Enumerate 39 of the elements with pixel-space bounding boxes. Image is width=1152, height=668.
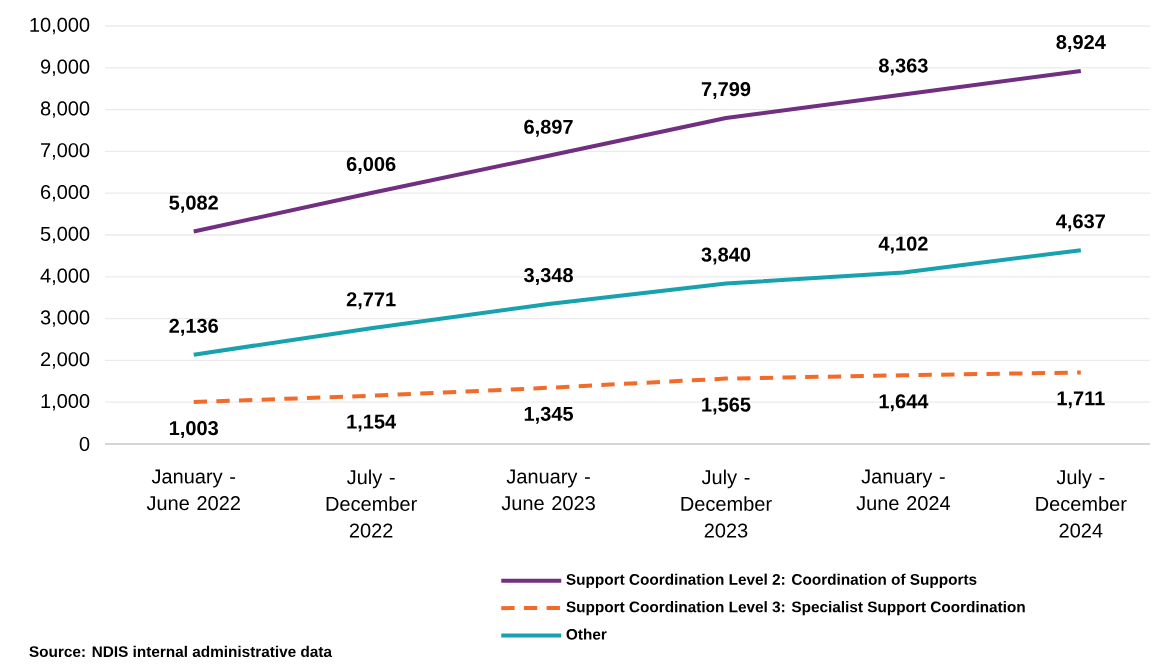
data-label: 1,345 (524, 406, 574, 424)
y-tick-label: 4,000 (40, 268, 90, 286)
data-label: 6,006 (346, 156, 396, 175)
data-label: 8,924 (1056, 34, 1106, 53)
data-label: 3,840 (701, 247, 751, 265)
source-note: Source: NDIS internal administrative data (29, 645, 333, 658)
data-label: 6,897 (524, 119, 573, 137)
y-tick-label: 6,000 (41, 184, 90, 202)
legend-label: Other (566, 628, 607, 640)
data-label: 4,102 (878, 236, 928, 254)
y-tick-label: 10,000 (30, 17, 90, 35)
y-tick-label: 8,000 (40, 101, 90, 118)
data-label: 5,082 (169, 195, 218, 213)
y-tick-label: 3,000 (40, 310, 90, 327)
x-tick-label: January - June 2022 (146, 469, 240, 511)
data-label: 8,363 (879, 58, 928, 76)
data-label: 1,565 (702, 397, 751, 415)
data-label: 7,799 (701, 82, 751, 100)
legend-label: Support Coordination Level 3: Specialist Support Coordination (566, 601, 1025, 616)
y-tick-label: 7,000 (41, 143, 90, 160)
x-tick-label: July - December 2024 (1036, 469, 1127, 538)
x-tick-label: January - June 2023 (501, 469, 595, 511)
data-label: 1,154 (347, 414, 397, 432)
legend-label: Support Coordination Level 2: Coordination of Supports (566, 573, 977, 588)
data-label: 1,003 (169, 421, 218, 439)
data-label: 3,348 (523, 268, 573, 286)
x-tick-label: July - December 2022 (326, 469, 417, 538)
data-label: 2,136 (169, 318, 218, 336)
data-label: 4,637 (1056, 214, 1105, 232)
y-tick-label: 5,000 (40, 226, 90, 244)
x-tick-label: January - June 2024 (856, 469, 951, 511)
y-tick-label: 9,000 (40, 59, 90, 77)
y-tick-label: 1,000 (41, 393, 90, 411)
y-tick-label: 0 (79, 436, 90, 452)
data-label: 1,644 (879, 394, 929, 412)
data-label: 2,771 (346, 292, 396, 310)
data-label: 1,711 (1057, 391, 1105, 409)
y-tick-label: 2,000 (41, 352, 90, 369)
x-tick-label: July - December 2023 (681, 469, 772, 538)
